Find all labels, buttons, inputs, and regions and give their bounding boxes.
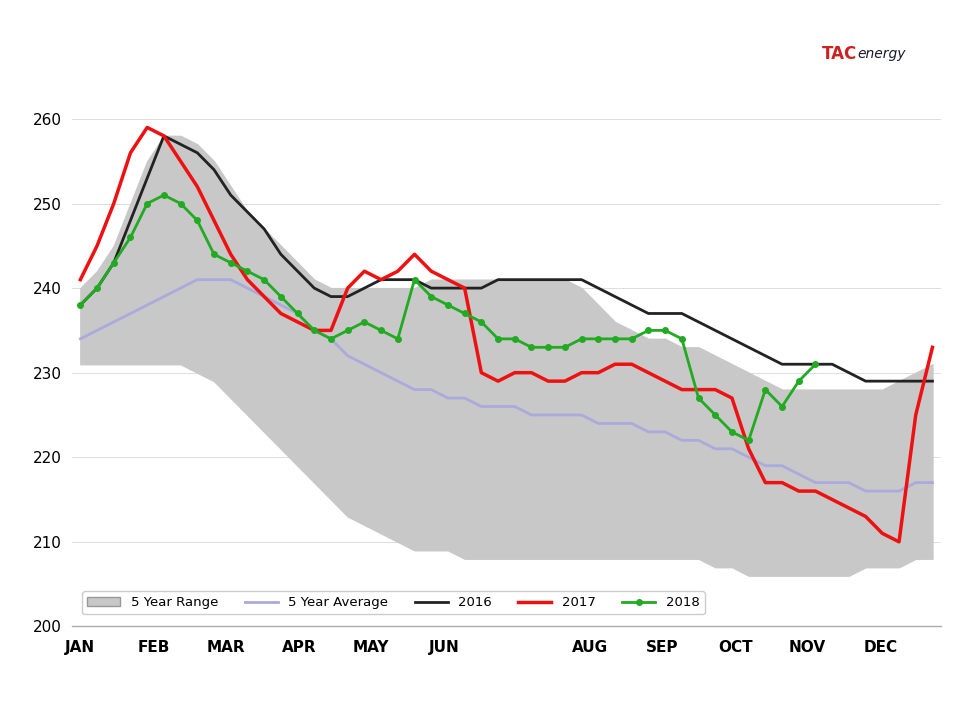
2016 (610, 292, 621, 301)
2018 (709, 410, 721, 419)
Line: 2017: 2017 (81, 127, 932, 542)
2018 (693, 394, 705, 402)
2016 (926, 377, 938, 385)
2017 (610, 360, 621, 369)
2018 (192, 216, 204, 225)
2016 (392, 275, 403, 284)
2018 (392, 335, 403, 343)
5 Year Average (192, 275, 204, 284)
Line: 2016: 2016 (81, 136, 932, 381)
2018 (642, 326, 654, 335)
2018 (793, 377, 804, 385)
2018 (359, 318, 371, 326)
5 Year Average (75, 335, 86, 343)
2018 (292, 309, 303, 318)
2017 (542, 377, 554, 385)
2018 (108, 258, 120, 267)
5 Year Average (492, 402, 504, 411)
2018 (743, 436, 755, 445)
Text: Gasoline TOTAL US: Gasoline TOTAL US (354, 19, 606, 44)
2016 (860, 377, 872, 385)
2018 (308, 326, 320, 335)
2018 (610, 335, 621, 343)
2018 (409, 275, 420, 284)
2017 (642, 369, 654, 377)
2018 (626, 335, 637, 343)
2018 (576, 335, 588, 343)
Line: 5 Year Average: 5 Year Average (81, 279, 932, 491)
2018 (425, 292, 437, 301)
2018 (459, 309, 470, 318)
2018 (726, 428, 737, 436)
2016 (642, 309, 654, 318)
2017 (492, 377, 504, 385)
2016 (158, 132, 170, 140)
2016 (542, 275, 554, 284)
Legend: 5 Year Range, 5 Year Average, 2016, 2017, 2018: 5 Year Range, 5 Year Average, 2016, 2017… (83, 591, 705, 614)
2018 (475, 318, 487, 326)
2018 (91, 284, 103, 292)
2018 (175, 199, 186, 208)
5 Year Average (860, 487, 872, 495)
Text: energy: energy (857, 48, 906, 61)
2016 (75, 301, 86, 310)
2018 (526, 343, 538, 351)
5 Year Average (610, 419, 621, 428)
2018 (777, 402, 788, 411)
2018 (325, 335, 337, 343)
2017 (158, 132, 170, 140)
5 Year Average (642, 428, 654, 436)
2018 (342, 326, 353, 335)
2018 (492, 335, 504, 343)
2018 (443, 301, 454, 310)
2018 (242, 267, 253, 276)
2018 (158, 191, 170, 199)
2018 (559, 343, 570, 351)
2018 (676, 335, 687, 343)
2018 (759, 385, 771, 394)
2017 (141, 123, 153, 132)
5 Year Average (542, 410, 554, 419)
2018 (509, 335, 520, 343)
Text: TAC: TAC (822, 45, 857, 63)
5 Year Average (392, 377, 403, 385)
2018 (809, 360, 821, 369)
2018 (75, 301, 86, 310)
2017 (75, 275, 86, 284)
2017 (893, 538, 904, 546)
2018 (375, 326, 387, 335)
2018 (276, 292, 287, 301)
2018 (125, 233, 136, 242)
2018 (225, 258, 236, 267)
Line: 2018: 2018 (78, 192, 818, 443)
2018 (141, 199, 153, 208)
2017 (926, 343, 938, 351)
2016 (492, 275, 504, 284)
2018 (592, 335, 604, 343)
2018 (542, 343, 554, 351)
2017 (392, 267, 403, 276)
2018 (660, 326, 671, 335)
5 Year Average (141, 301, 153, 310)
2016 (141, 174, 153, 182)
5 Year Average (926, 478, 938, 487)
2018 (258, 275, 270, 284)
2018 (208, 250, 220, 258)
